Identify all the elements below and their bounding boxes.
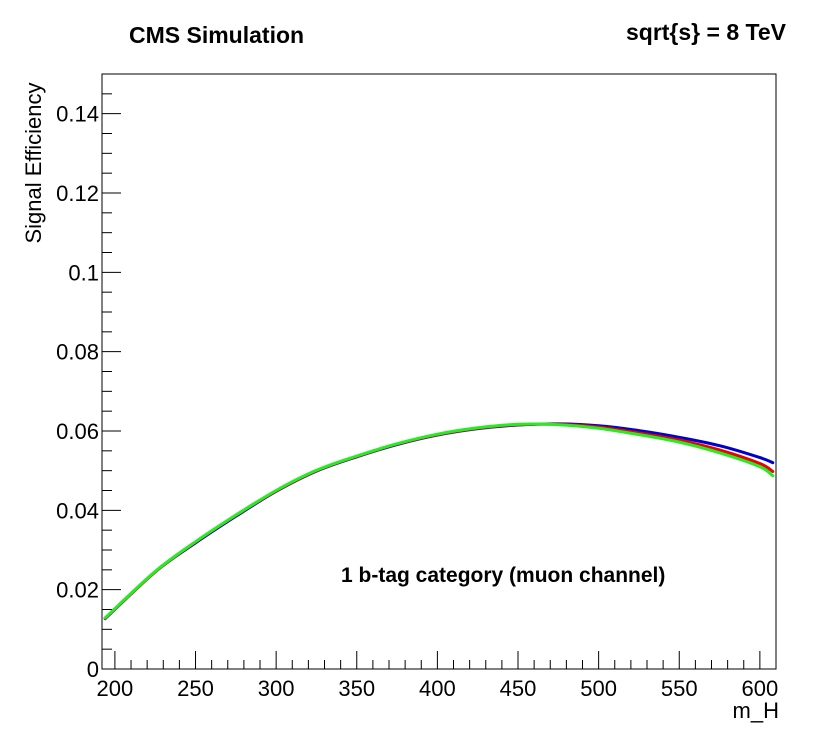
y-tick-label: 0.02 [56, 578, 99, 603]
data-curves [103, 422, 775, 621]
x-tick-label: 550 [661, 676, 698, 701]
x-tick-label: 450 [500, 676, 537, 701]
x-tick-label: 250 [177, 676, 214, 701]
energy-label: sqrt{s} = 8 TeV [625, 19, 786, 45]
y-tick-label: 0.06 [56, 419, 99, 444]
x-tick-label: 200 [97, 676, 134, 701]
series-line-red [103, 422, 775, 620]
x-tick-label: 600 [742, 676, 779, 701]
y-tick-label: 0.12 [56, 181, 99, 206]
y-tick-label: 0.1 [68, 260, 99, 285]
y-tick-label: 0.04 [56, 498, 99, 523]
axis-tick-labels: 200 250 300 350 400 450 500 550 600 0 0.02 0.04 0.06… [56, 102, 778, 701]
x-tick-label: 400 [419, 676, 456, 701]
x-tick-label: 500 [580, 676, 617, 701]
x-tick-label: 350 [338, 676, 375, 701]
series-line-green [103, 422, 775, 620]
chart-title: CMS Simulation [129, 22, 305, 48]
x-axis-label: m_H [732, 698, 779, 723]
category-annotation: 1 b-tag category (muon channel) [341, 564, 666, 587]
y-tick-label: 0 [87, 657, 99, 682]
x-tick-label: 300 [258, 676, 295, 701]
axis-ticks [102, 73, 777, 670]
y-tick-label: 0.08 [56, 340, 99, 365]
y-axis-label: Signal Efficiency [21, 82, 46, 244]
y-tick-label: 0.14 [56, 102, 99, 127]
series-line-blue [103, 422, 775, 621]
